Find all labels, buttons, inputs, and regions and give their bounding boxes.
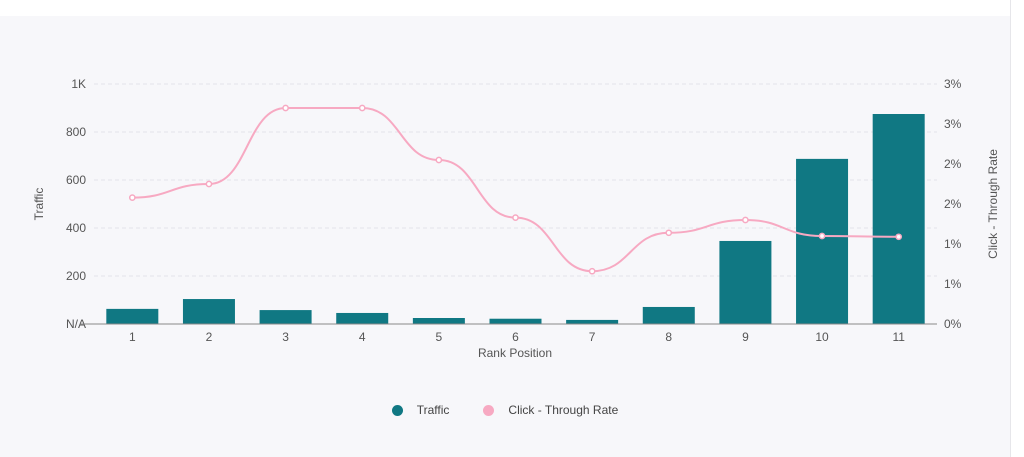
right-tick-label: 3%: [944, 77, 962, 91]
right-tick-label: 2%: [944, 197, 962, 211]
ctr-line: [132, 106, 899, 273]
left-tick-label: 400: [66, 221, 86, 235]
legend-item-ctr[interactable]: Click - Through Rate: [483, 403, 618, 417]
ctr-point: [205, 180, 213, 188]
traffic-bar: [872, 114, 925, 324]
x-tick-label: 2: [206, 330, 213, 344]
x-tick-label: 3: [282, 330, 289, 344]
traffic-bar: [412, 318, 465, 324]
left-tick-label: N/A: [66, 317, 86, 331]
right-tick-label: 0%: [944, 317, 962, 331]
left-tick-label: 600: [66, 173, 86, 187]
x-tick-label: 8: [665, 330, 672, 344]
left-axis-label: Traffic: [32, 188, 46, 221]
left-tick-label: 200: [66, 269, 86, 283]
x-tick-label: 1: [129, 330, 136, 344]
legend: Traffic Click - Through Rate: [0, 403, 1010, 417]
legend-item-traffic[interactable]: Traffic: [391, 403, 450, 417]
x-tick-label: 7: [589, 330, 596, 344]
ctr-point: [358, 104, 366, 112]
x-tick-label: 6: [512, 330, 519, 344]
legend-label: Traffic: [416, 403, 450, 417]
traffic-bar: [642, 306, 695, 324]
chart: N/A 200 400 600 800 1K 0% 1% 1% 2% 2% 3% 3% 1 2 3 4 5 6 7 8 9…: [32, 77, 1000, 360]
traffic-bar: [719, 240, 772, 324]
ctr-point: [435, 156, 443, 164]
traffic-bar: [489, 318, 542, 324]
traffic-bar: [259, 310, 312, 324]
right-edge-panel: [1010, 0, 1024, 457]
legend-label: Click - Through Rate: [508, 403, 619, 417]
header-band: [0, 0, 1010, 16]
ctr-point: [512, 214, 519, 221]
ctr-point: [588, 267, 596, 275]
ctr-point: [818, 232, 826, 240]
traffic-bar: [106, 308, 159, 324]
x-tick-label: 4: [359, 330, 366, 344]
ctr-point: [665, 229, 673, 237]
x-tick-label: 11: [892, 330, 905, 344]
left-tick-label: 800: [66, 125, 86, 139]
ctr-point: [282, 104, 289, 112]
traffic-bar: [182, 299, 235, 324]
x-tick-label: 10: [815, 330, 829, 344]
right-tick-label: 1%: [944, 237, 962, 251]
traffic-bar: [796, 158, 849, 324]
traffic-legend-marker: [391, 404, 403, 416]
traffic-bar: [566, 319, 619, 324]
ctr-point: [895, 233, 903, 241]
right-axis-label: Click - Through Rate: [986, 149, 1000, 259]
ctr-point: [128, 194, 136, 201]
x-axis-label: Rank Position: [478, 346, 552, 360]
x-tick-label: 5: [436, 330, 443, 344]
right-tick-label: 1%: [944, 277, 962, 291]
right-tick-label: 2%: [944, 157, 962, 171]
ctr-legend-marker: [483, 404, 495, 416]
ctr-point: [742, 216, 749, 224]
right-tick-label: 3%: [944, 117, 962, 131]
x-tick-label: 9: [742, 330, 749, 344]
left-tick-label: 1K: [71, 77, 86, 91]
traffic-bar: [336, 312, 389, 324]
